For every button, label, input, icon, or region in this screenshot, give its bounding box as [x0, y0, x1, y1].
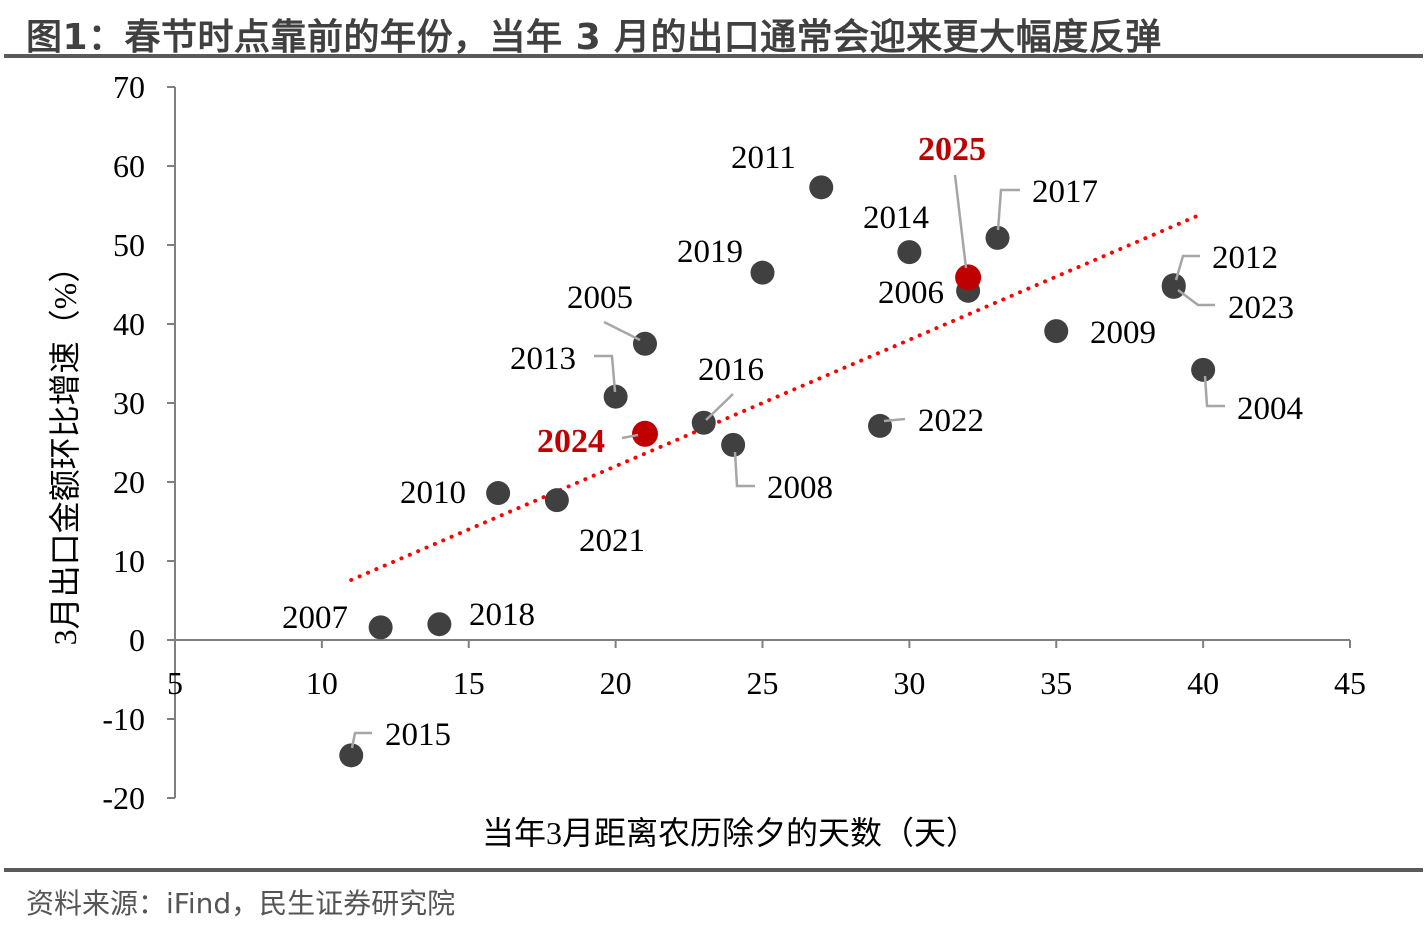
- leader-line: [594, 354, 617, 393]
- x-tick-label: 25: [747, 665, 779, 701]
- data-point-2013: [603, 384, 628, 409]
- data-point-2024: [632, 420, 658, 447]
- data-label-2012: 2012: [1212, 240, 1278, 276]
- y-axis-label: 3月出口金额环比增速（%）: [47, 251, 83, 646]
- data-point-2017: [985, 225, 1010, 250]
- data-point-2005: [633, 331, 657, 356]
- data-label-2009: 2009: [1090, 315, 1156, 351]
- data-point-2007: [368, 615, 393, 640]
- y-tick-label: 30: [113, 385, 145, 421]
- data-point-2025: [955, 264, 982, 291]
- data-label-2018: 2018: [469, 597, 535, 633]
- data-label-2005: 2005: [567, 280, 633, 316]
- leader-line: [705, 393, 734, 421]
- leader-line: [603, 320, 641, 342]
- data-label-2019: 2019: [677, 234, 743, 270]
- leader-line: [996, 188, 1020, 231]
- y-tick-label: 70: [113, 69, 145, 105]
- y-tick-label: 10: [113, 543, 145, 579]
- data-label-2015: 2015: [385, 717, 451, 753]
- data-label-2024: 2024: [537, 423, 605, 460]
- y-tick-label: -10: [102, 701, 145, 737]
- data-label-2006: 2006: [878, 275, 944, 311]
- data-label-2010: 2010: [400, 475, 466, 511]
- leader-line: [350, 731, 372, 749]
- leader-line: [883, 417, 906, 423]
- points-group: [339, 175, 1216, 768]
- leader-line: [953, 174, 968, 269]
- x-tick-label: 30: [893, 665, 925, 701]
- data-point-2022: [868, 413, 892, 438]
- y-tick-label: -20: [102, 780, 145, 816]
- x-tick-label: 35: [1040, 665, 1072, 701]
- data-label-2004: 2004: [1237, 391, 1303, 427]
- data-point-2014: [897, 240, 922, 265]
- data-label-2007: 2007: [282, 600, 348, 636]
- data-point-2011: [809, 175, 834, 200]
- y-tick-label: 50: [113, 227, 145, 263]
- y-tick-label: 60: [113, 148, 145, 184]
- source-note: 资料来源：iFind，民生证券研究院: [26, 887, 456, 920]
- x-axis-label: 当年3月距离农历除夕的天数（天）: [482, 815, 978, 851]
- data-label-2013: 2013: [510, 341, 576, 377]
- leader-line: [621, 433, 639, 440]
- data-label-2014: 2014: [863, 200, 929, 236]
- data-label-2017: 2017: [1032, 174, 1098, 210]
- leader-line: [1177, 289, 1215, 307]
- x-tick-label: 20: [600, 665, 632, 701]
- data-point-2004: [1191, 357, 1216, 382]
- chart-title: 图1：春节时点靠前的年份，当年 3 月的出口通常会迎来更大幅度反弹: [26, 17, 1162, 58]
- data-point-2010: [486, 481, 511, 506]
- x-tick-label: 40: [1187, 665, 1219, 701]
- x-tick-label: 45: [1334, 665, 1366, 701]
- trendline-group: [349, 211, 1206, 582]
- y-tick-label: 0: [129, 622, 145, 658]
- data-label-2016: 2016: [698, 352, 764, 388]
- data-point-2023: [1161, 274, 1186, 299]
- data-label-2023: 2023: [1228, 290, 1294, 326]
- data-point-2008: [721, 432, 746, 457]
- y-tick-label: 20: [113, 464, 145, 500]
- data-point-2009: [1044, 319, 1069, 344]
- x-tick-label: 15: [453, 665, 485, 701]
- data-point-2021: [544, 488, 569, 513]
- y-tick-label: 40: [113, 306, 145, 342]
- trendline: [349, 211, 1206, 582]
- x-tick-label: 5: [167, 665, 183, 701]
- leader-line: [733, 451, 755, 488]
- leader-line: [1174, 254, 1200, 281]
- data-point-2015: [339, 743, 364, 768]
- data-label-2022: 2022: [918, 403, 984, 439]
- data-point-2019: [750, 260, 775, 285]
- leader-line: [1203, 375, 1225, 408]
- data-label-2008: 2008: [767, 470, 833, 506]
- data-label-2025: 2025: [918, 131, 986, 168]
- x-tick-label: 10: [306, 665, 338, 701]
- title-divider: [4, 54, 1423, 58]
- footer-divider: [4, 868, 1423, 872]
- data-point-2018: [427, 612, 452, 637]
- data-label-2021: 2021: [579, 523, 645, 559]
- data-label-2011: 2011: [731, 140, 796, 176]
